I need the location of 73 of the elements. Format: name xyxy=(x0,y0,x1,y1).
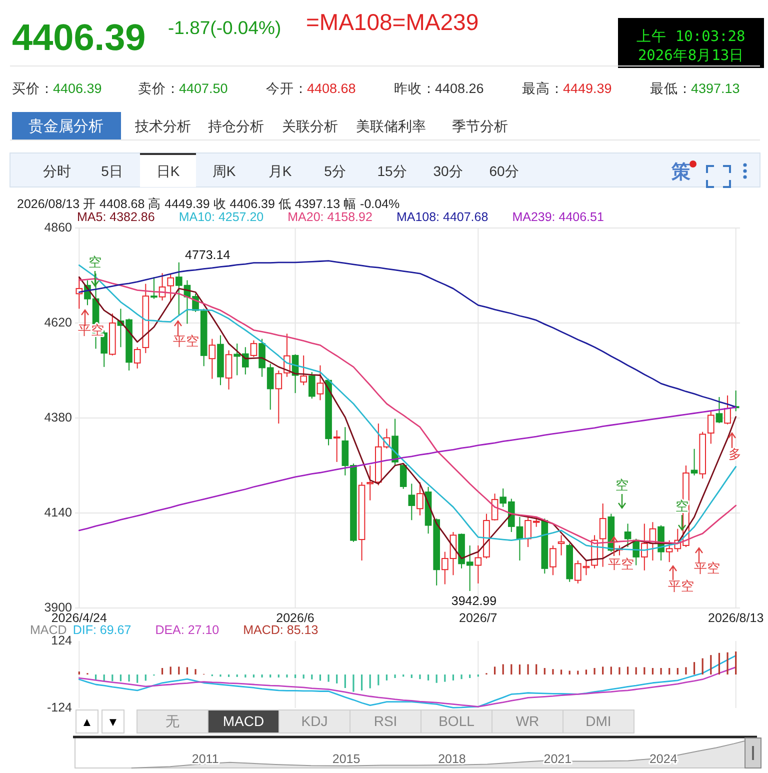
text: 5日 xyxy=(101,163,123,179)
x-tick-label: 2015 xyxy=(332,752,360,766)
y-tick-label: -124 xyxy=(46,700,72,714)
x-tick-label: 2026/8/13 xyxy=(708,611,764,625)
text: 4408.26 xyxy=(435,81,484,96)
text: =MA108=MA239 xyxy=(306,9,479,35)
button: RSI xyxy=(350,710,422,734)
button: ▼ xyxy=(102,710,124,734)
text: 技术分析 xyxy=(134,118,191,134)
x-tick-label: 2026/6 xyxy=(276,611,314,625)
x-tick-label: 2026/7 xyxy=(459,611,498,625)
annotation: 平空 xyxy=(694,560,720,576)
text: 昨收： xyxy=(394,81,436,96)
text: 关联分析 xyxy=(282,118,338,134)
text: MA239: 4406.51 xyxy=(512,210,604,224)
text: DEA: 27.10 xyxy=(155,623,220,637)
annotation: 平空 xyxy=(668,578,694,594)
text: 2026/08/13 开 4408.68 高 4449.39 收 4406.39 低 4397.13 幅 -0.04% xyxy=(17,196,400,211)
text: 周K xyxy=(212,163,236,179)
text: 策 xyxy=(670,162,690,183)
button: 无 xyxy=(136,710,208,734)
text: 30分 xyxy=(433,163,463,179)
y-tick-label: 4620 xyxy=(44,315,72,330)
annotation: 空 xyxy=(88,254,102,270)
text: 持仓分析 xyxy=(208,118,264,134)
text: 4397.13 xyxy=(691,81,740,96)
annotation: 平空 xyxy=(608,556,634,572)
text: MA10: 4257.20 xyxy=(178,210,264,224)
line-series xyxy=(78,666,737,708)
text: 美联储利率 xyxy=(356,118,426,134)
text: 日K xyxy=(156,163,180,179)
line-series xyxy=(78,654,737,708)
text: -1.87(-0.04%) xyxy=(168,17,282,38)
text: 4406.39 xyxy=(12,17,146,58)
text: MA20: 4158.92 xyxy=(288,210,372,224)
y-tick-label: 4380 xyxy=(44,410,72,424)
annotation: 平空 xyxy=(173,333,199,348)
y-tick-label: 4860 xyxy=(44,220,72,234)
button: KDJ xyxy=(278,710,350,734)
text: 2026年8月13日 xyxy=(638,47,744,64)
annotation: 空 xyxy=(616,477,628,492)
button: ▲ xyxy=(76,710,98,734)
text: MA108: 4407.68 xyxy=(396,210,488,224)
text: 月K xyxy=(268,163,292,179)
text: 最低： xyxy=(650,81,692,96)
text: 4406.39 xyxy=(53,81,102,96)
text: 最高： xyxy=(522,81,564,96)
text: 15分 xyxy=(377,163,407,179)
button: BOLL xyxy=(420,710,492,734)
text: 60分 xyxy=(489,163,519,179)
text: 分时 xyxy=(43,163,71,179)
text: 贵金属分析 xyxy=(28,118,104,135)
text: MA5: 4382.86 xyxy=(77,210,155,224)
annotation: 多 xyxy=(728,446,742,462)
button: DMI xyxy=(562,710,634,734)
annotation: 3942.99 xyxy=(451,594,497,608)
y-tick-label: 4140 xyxy=(44,505,72,520)
text: 今开： xyxy=(266,81,308,96)
annotation: 4773.14 xyxy=(185,248,230,262)
text: 买价： xyxy=(12,81,54,96)
text: 5分 xyxy=(324,163,346,179)
text: 4407.50 xyxy=(179,81,228,96)
text: 季节分析 xyxy=(452,118,508,134)
text: DIF: 69.67 xyxy=(72,623,132,637)
text: MACD: 85.13 xyxy=(243,623,318,637)
text: 卖价： xyxy=(138,81,180,96)
button: WR xyxy=(492,710,564,734)
button: MACD xyxy=(208,710,280,734)
x-tick-label: 2011 xyxy=(192,752,219,766)
x-tick-label: 2018 xyxy=(438,752,466,766)
text: 上午 10:03:28 xyxy=(636,28,746,45)
text: 4408.68 xyxy=(307,81,356,96)
text: 4449.39 xyxy=(563,81,612,96)
